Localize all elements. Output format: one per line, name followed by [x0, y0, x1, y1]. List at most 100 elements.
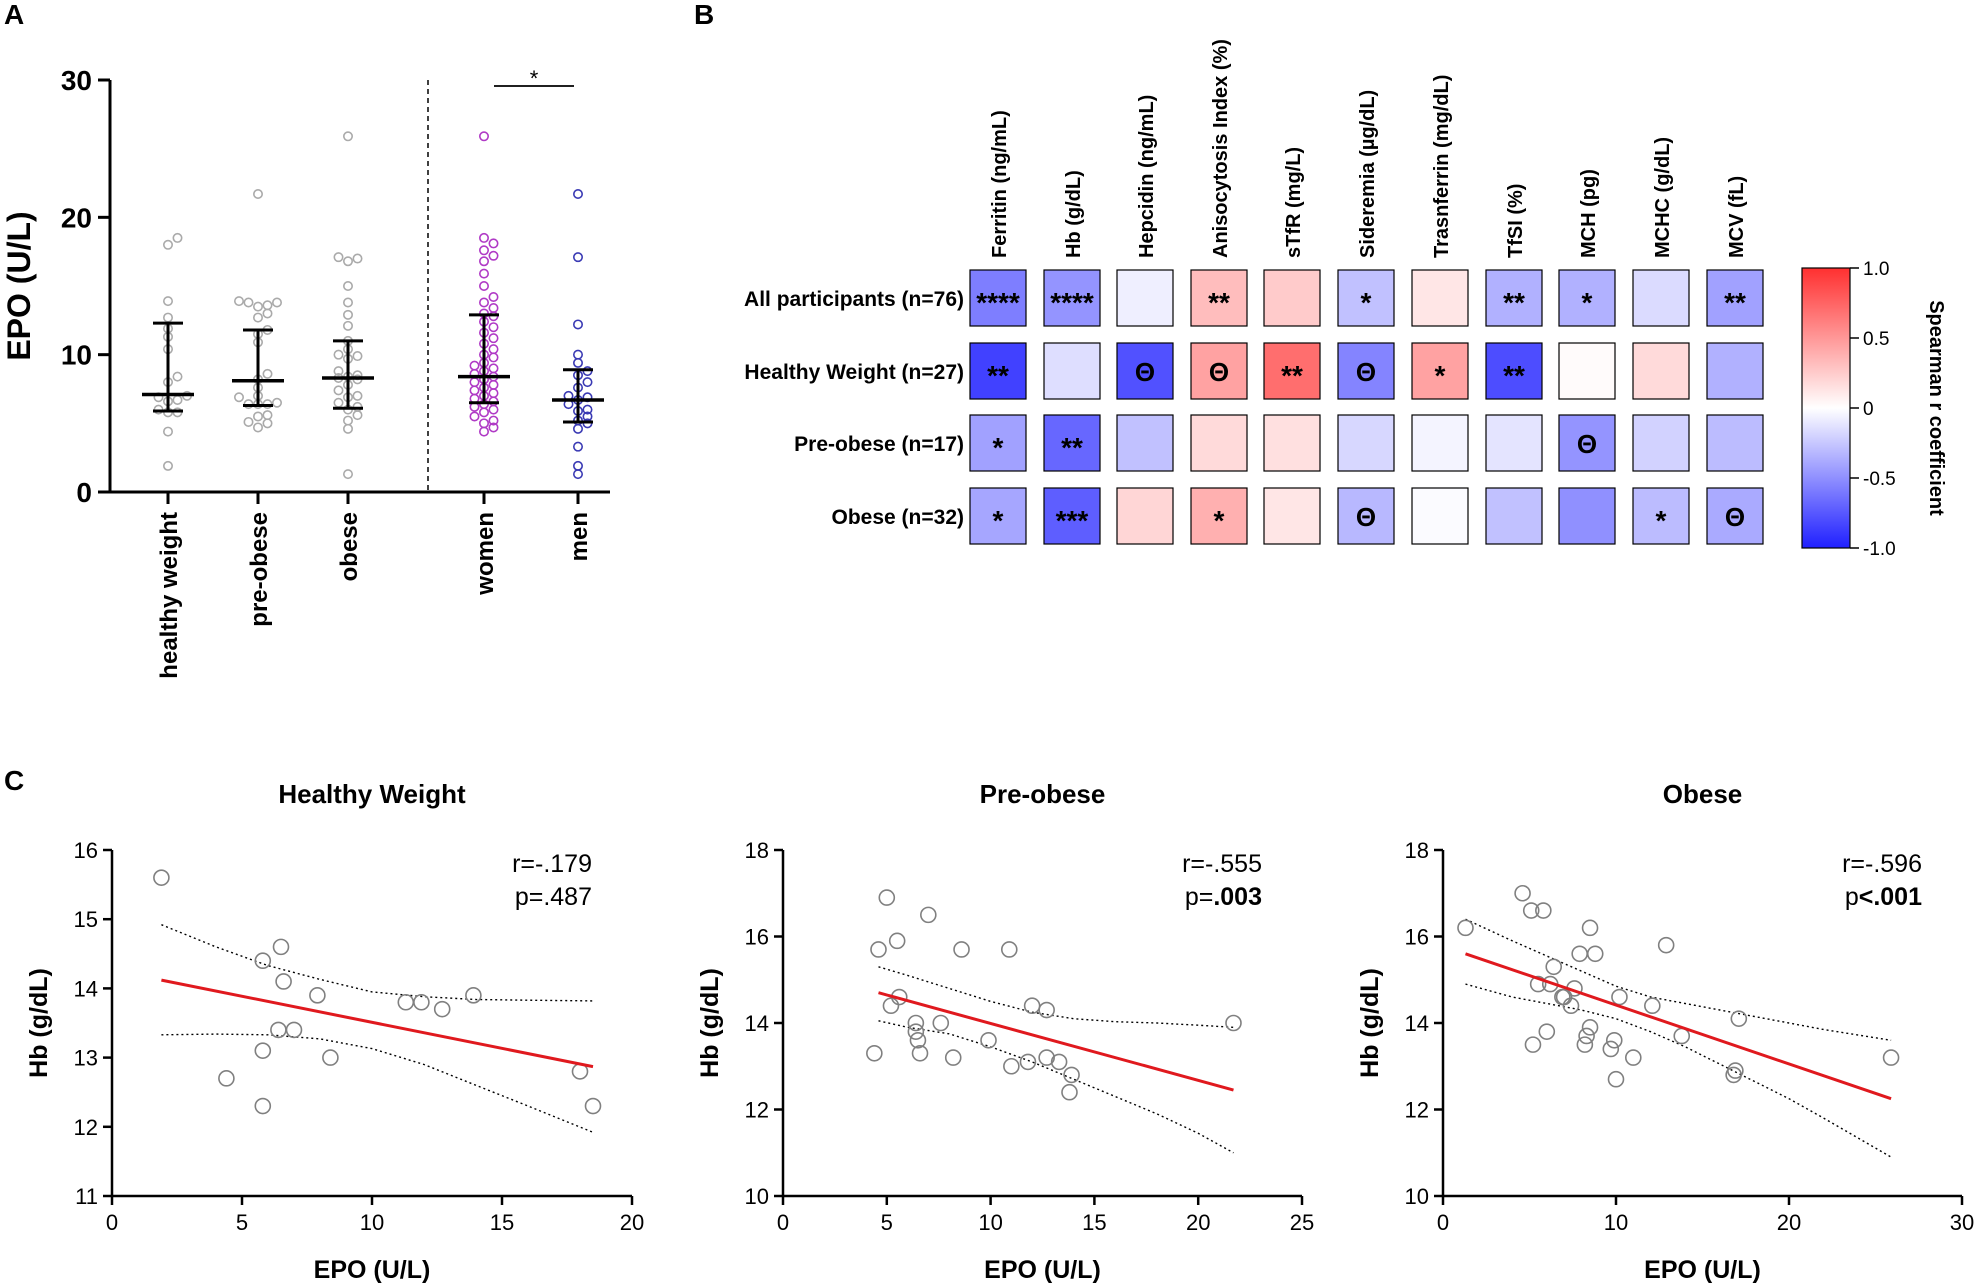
a-point-pre-obese [262, 308, 273, 319]
b-heatmap-cell [1263, 269, 1321, 327]
c-data-point [1581, 919, 1599, 937]
a-point-women [478, 268, 489, 279]
a-point-men [582, 404, 593, 415]
a-x-tick-label: obese [336, 512, 363, 581]
c-data-point [584, 1097, 602, 1115]
c-data-point [1538, 1023, 1556, 1040]
c-data-point [1457, 919, 1474, 937]
a-y-tick-label: 20 [61, 202, 92, 233]
b-heatmap-cell [1043, 342, 1101, 400]
c-data-point [888, 932, 906, 950]
c-ci-upper-band [1465, 918, 1892, 1041]
b-column-header: Anisocytosis Index (%) [1210, 39, 1232, 258]
b-heatmap-cell [969, 342, 1027, 400]
c-y-tick-label: 18 [1405, 838, 1429, 863]
b-heatmap-cell [969, 269, 1027, 327]
b-heatmap-cell [1411, 342, 1469, 400]
c-x-tick-label: 10 [360, 1210, 384, 1235]
c-data-point [254, 952, 272, 970]
b-row-label: Pre-obese (n=17) [794, 433, 964, 456]
b-heatmap-cell [1043, 414, 1101, 472]
a-point-pre-obese [253, 188, 264, 199]
panel-label-a: A [4, 0, 24, 30]
c-regression-line [878, 991, 1234, 1092]
c-x-tick-label: 15 [490, 1210, 514, 1235]
b-significance-marker: * [1435, 360, 1446, 391]
a-point-pre-obese [262, 410, 273, 421]
c-data-point [254, 1042, 272, 1059]
a-x-tick-label: pre-obese [246, 512, 273, 627]
b-heatmap-cell [1411, 269, 1469, 327]
c-y-tick-label: 12 [1405, 1098, 1429, 1123]
b-heatmap-cell [1116, 269, 1174, 327]
b-heatmap-cell [1411, 487, 1469, 545]
a-point-women [469, 411, 480, 422]
a-point-pre-obese [271, 297, 282, 308]
a-x-tick-label: healthy weight [156, 512, 183, 679]
a-point-women [478, 256, 489, 267]
a-point-obese [333, 397, 344, 408]
a-point-men [572, 441, 583, 452]
a-significance-label: * [530, 66, 539, 91]
c-stat-p: p=.487 [515, 883, 592, 911]
b-colorbar-title: Spearman r coefficient [1925, 300, 1947, 516]
b-column-header: sTfR (mg/L) [1283, 147, 1305, 258]
b-column-header: MCH (pg) [1578, 169, 1600, 258]
a-point-healthy-weight [163, 296, 174, 307]
c-y-axis-title: Hb (g/dL) [1356, 968, 1384, 1078]
a-point-women [478, 280, 489, 291]
c-data-point [1578, 1027, 1595, 1045]
a-point-pre-obese [271, 397, 282, 408]
b-heatmap-cell [1116, 487, 1174, 545]
c-regression-line [161, 978, 594, 1069]
c-data-point [153, 869, 170, 886]
b-heatmap-cell [969, 487, 1027, 545]
c-data-point [309, 987, 326, 1004]
a-point-women [488, 344, 499, 355]
c-data-point [254, 1097, 272, 1115]
c-x-axis-title: EPO (U/L) [314, 1256, 431, 1284]
b-column-header: Sideremia (µg/dL) [1357, 90, 1379, 258]
a-y-tick-label: 10 [61, 340, 92, 371]
a-x-tick-label: women [472, 512, 499, 596]
a-point-obese [352, 351, 363, 362]
a-point-pre-obese [253, 411, 264, 422]
panel-c-regressions: Healthy Weight 11 12 13 14 15 16 0 5 10 15 20 EPO (U… [25, 779, 1974, 1284]
b-significance-marker: ** [987, 360, 1009, 391]
c-x-tick-label: 10 [1604, 1210, 1628, 1235]
a-point-pre-obese [253, 312, 264, 323]
a-point-obese [342, 256, 353, 267]
c-data-point [1522, 902, 1540, 919]
a-point-obese [333, 366, 344, 377]
c-data-point [1602, 1040, 1620, 1058]
c-y-axis-title: Hb (g/dL) [25, 968, 53, 1078]
c-data-point [1061, 1083, 1078, 1101]
b-heatmap-cell [1632, 342, 1690, 400]
a-point-women [469, 377, 480, 388]
a-point-healthy-weight [172, 394, 183, 405]
c-y-tick-label: 14 [745, 1011, 769, 1036]
b-significance-marker: ** [1503, 360, 1525, 391]
a-point-women [478, 297, 489, 308]
a-point-women [478, 232, 489, 243]
b-heatmap-cell [1190, 269, 1248, 327]
c-subplot-3: Obese 10 12 14 16 18 0 10 20 30 EPO (U/L) Hb (g/dL)… [1356, 779, 1974, 1284]
c-data-point [870, 941, 887, 958]
c-x-tick-label: 20 [1186, 1210, 1210, 1235]
a-point-women [488, 415, 499, 426]
c-data-point [1581, 1019, 1599, 1036]
b-column-header: Ferritin (ng/mL) [989, 110, 1011, 258]
c-stat-p: p=.003 [1185, 883, 1262, 911]
c-x-tick-label: 0 [1437, 1210, 1449, 1235]
c-data-point [911, 1044, 929, 1062]
c-data-point [907, 1023, 925, 1040]
c-data-point [285, 1021, 303, 1039]
a-point-men [572, 423, 583, 434]
c-x-tick-label: 0 [777, 1210, 789, 1235]
c-data-point [1023, 997, 1041, 1015]
b-heatmap-cell [1632, 269, 1690, 327]
a-point-pre-obese [253, 301, 264, 312]
c-data-point [1605, 1032, 1623, 1049]
c-data-point [953, 941, 970, 958]
